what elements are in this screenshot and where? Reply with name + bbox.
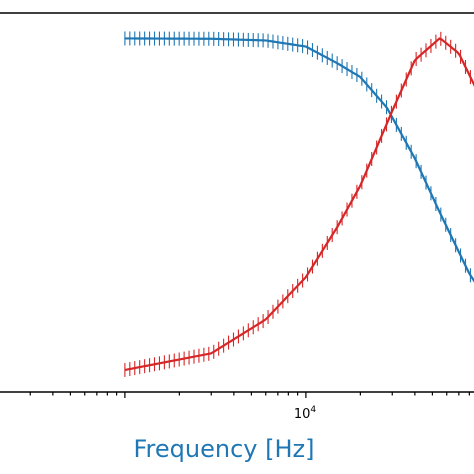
x-axis-ticks — [29, 392, 470, 398]
x-tick-label: 104 — [294, 405, 317, 422]
x-axis-label: Frequency [Hz] — [134, 435, 315, 463]
plot-area — [0, 12, 474, 393]
x-axis-tick-labels: 104105 — [294, 405, 317, 422]
series-layer — [124, 31, 474, 377]
series-line-1 — [124, 37, 474, 283]
series-line-2 — [124, 37, 474, 372]
